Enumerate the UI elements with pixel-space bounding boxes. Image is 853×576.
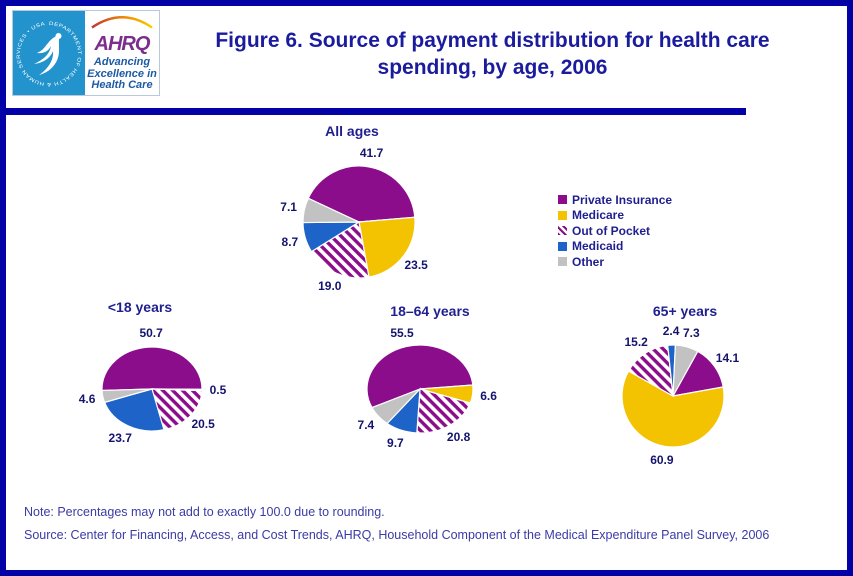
pie-slice-out-of-pocket <box>627 344 674 398</box>
legend-swatch-medicare <box>558 210 567 220</box>
legend-label: Medicaid <box>572 239 624 254</box>
chart-title-65-plus: 65+ years <box>652 303 718 319</box>
ahrq-logo: AHRQ Advancing Excellence in Health Care <box>85 11 159 95</box>
hhs-ahrq-logo: DEPARTMENT OF HEALTH & HUMAN SERVICES • … <box>12 10 160 96</box>
eagle-shape <box>34 35 59 75</box>
pie-slice-medicare <box>621 370 725 448</box>
pie-value-label: 23.5 <box>404 257 428 272</box>
header-divider-bar <box>6 108 746 115</box>
pie-value-label: 6.6 <box>480 388 497 403</box>
pie-value-label: 15.2 <box>624 334 648 349</box>
pie-slice-other <box>672 344 699 397</box>
legend-item-other: Other <box>558 254 672 270</box>
pie-value-label: 20.8 <box>446 430 471 445</box>
pie-slice-private-insurance <box>366 344 474 409</box>
pie-slice-medicaid <box>103 388 165 432</box>
pie-slice-out-of-pocket <box>151 388 203 431</box>
pie-slice-other <box>302 197 360 224</box>
figure-title: Figure 6. Source of payment distribution… <box>215 29 770 80</box>
pie-value-label: 7.1 <box>280 200 297 215</box>
legend-label: Private Insurance <box>572 192 673 207</box>
pie-slice-other <box>101 388 153 404</box>
pie-value-label: 7.3 <box>682 326 700 341</box>
pie-value-label: 0.5 <box>209 383 227 398</box>
pie-slice-out-of-pocket <box>416 388 472 434</box>
pie-value-label: 7.4 <box>357 417 375 432</box>
ahrq-tagline: Advancing Excellence in Health Care <box>87 56 157 91</box>
legend-swatch-out-of-pocket <box>558 226 567 236</box>
legend-item-private-insurance: Private Insurance <box>558 192 672 208</box>
pie-value-label: 50.7 <box>139 326 163 340</box>
pie-slice-out-of-pocket <box>310 221 370 279</box>
pie-18-years <box>101 346 203 432</box>
legend-item-medicaid: Medicaid <box>558 239 672 255</box>
pie-value-label: 55.5 <box>390 326 414 340</box>
ahrq-arc-icon <box>91 16 153 29</box>
pie-slice-private-insurance <box>101 346 203 392</box>
footnote: Note: Percentages may not add to exactly… <box>24 505 385 519</box>
ahrq-wordmark: AHRQ <box>94 33 151 55</box>
pie-value-label: 9.7 <box>387 436 404 451</box>
source-line: Source: Center for Financing, Access, an… <box>24 528 770 542</box>
pie-value-label: 19.0 <box>318 278 342 293</box>
legend-label: Medicare <box>572 208 625 223</box>
pie-value-label: 2.4 <box>662 324 680 339</box>
pie-value-label: 4.6 <box>78 391 96 406</box>
legend: Private Insurance Medicare Out of Pocket Me… <box>558 192 672 270</box>
legend-swatch-medicaid <box>558 241 567 251</box>
pie-value-label: 60.9 <box>650 453 674 468</box>
pie-slice-other <box>371 388 421 425</box>
pie-value-label: 41.7 <box>359 146 384 161</box>
chart-title-all-ages: All ages <box>325 123 379 139</box>
pie-slice-medicare <box>358 216 416 278</box>
pie-value-label: 20.5 <box>191 417 215 432</box>
legend-item-medicare: Medicare <box>558 208 672 224</box>
pie-value-label: 8.7 <box>281 234 299 249</box>
pie-18-64-years <box>366 344 474 434</box>
pie-value-label: 14.1 <box>715 351 740 366</box>
pie-65-years <box>621 344 725 448</box>
hhs-eagle-icon: DEPARTMENT OF HEALTH & HUMAN SERVICES • … <box>16 21 82 87</box>
legend-swatch-other <box>558 257 567 267</box>
pie-value-label: 23.7 <box>108 431 132 446</box>
legend-swatch-private-insurance <box>558 195 567 205</box>
chart-title-under-18: <18 years <box>107 299 173 315</box>
legend-item-out-of-pocket: Out of Pocket <box>558 223 672 239</box>
pie-all-ages <box>302 165 416 279</box>
chart-title-18-64: 18–64 years <box>390 303 470 319</box>
pie-slice-private-insurance <box>307 165 416 223</box>
legend-label: Other <box>572 254 605 269</box>
hhs-seal: DEPARTMENT OF HEALTH & HUMAN SERVICES • … <box>13 11 85 95</box>
eagle-head <box>55 33 62 39</box>
legend-label: Out of Pocket <box>572 223 651 238</box>
